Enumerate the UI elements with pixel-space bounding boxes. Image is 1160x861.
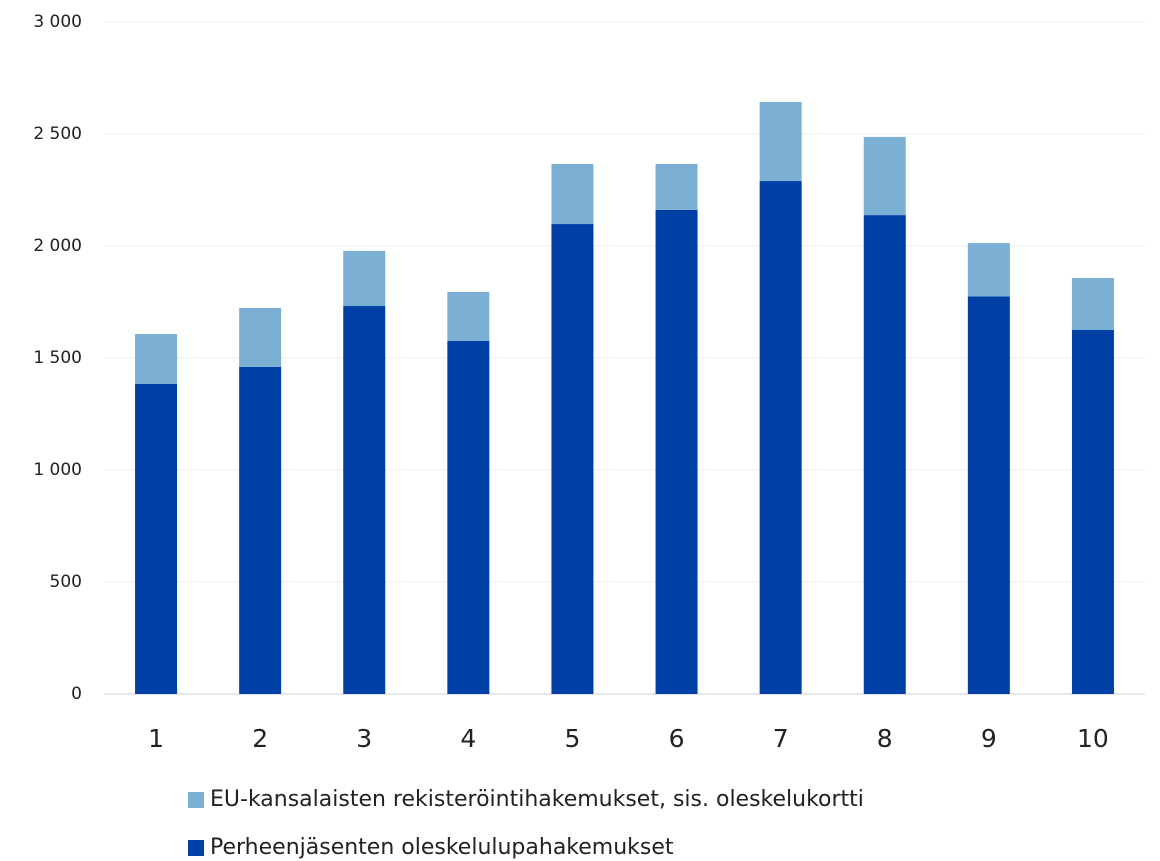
bar-segment xyxy=(967,243,1010,297)
bar-segment xyxy=(759,181,802,695)
bar-segment xyxy=(655,209,698,694)
x-tick-label: 1 xyxy=(148,724,164,753)
bar-segment xyxy=(343,250,386,307)
y-tick-label: 2 500 xyxy=(33,124,82,144)
x-tick-label: 4 xyxy=(460,724,476,753)
y-tick-label: 2 000 xyxy=(33,236,82,256)
y-tick-label: 500 xyxy=(50,572,82,592)
x-tick-label: 6 xyxy=(669,724,685,753)
x-tick-label: 9 xyxy=(981,724,997,753)
bar-segment xyxy=(1071,330,1114,694)
bar-segment xyxy=(759,101,802,182)
bar-segment xyxy=(447,340,490,694)
legend-swatch xyxy=(188,840,204,856)
y-tick-label: 0 xyxy=(71,684,82,704)
bar-segment xyxy=(655,164,698,210)
x-tick-label: 3 xyxy=(356,724,372,753)
legend-swatch xyxy=(188,792,204,808)
bar-segment xyxy=(343,306,386,694)
bar-segment xyxy=(239,366,282,694)
legend-label: Perheenjäsenten oleskelulupahakemukset xyxy=(210,835,674,860)
x-tick-label: 2 xyxy=(252,724,268,753)
bar-segment xyxy=(551,164,594,225)
legend-label: EU-kansalaisten rekisteröintihakemukset,… xyxy=(210,787,864,812)
y-tick-label: 1 000 xyxy=(33,460,82,480)
bar-segment xyxy=(135,383,178,694)
bar-segment xyxy=(447,291,490,341)
bar-segment xyxy=(1071,278,1114,330)
bar-segment xyxy=(551,224,594,694)
x-tick-label: 7 xyxy=(773,724,789,753)
bar-segment xyxy=(239,308,282,367)
bar-segment xyxy=(967,296,1010,694)
y-tick-label: 1 500 xyxy=(33,348,82,368)
bar-segment xyxy=(863,136,906,216)
bar-segment xyxy=(863,215,906,694)
bar-segment xyxy=(135,334,178,384)
y-tick-label: 3 000 xyxy=(33,12,82,32)
x-tick-label: 5 xyxy=(564,724,580,753)
x-tick-label: 8 xyxy=(877,724,893,753)
x-tick-label: 10 xyxy=(1077,724,1109,753)
